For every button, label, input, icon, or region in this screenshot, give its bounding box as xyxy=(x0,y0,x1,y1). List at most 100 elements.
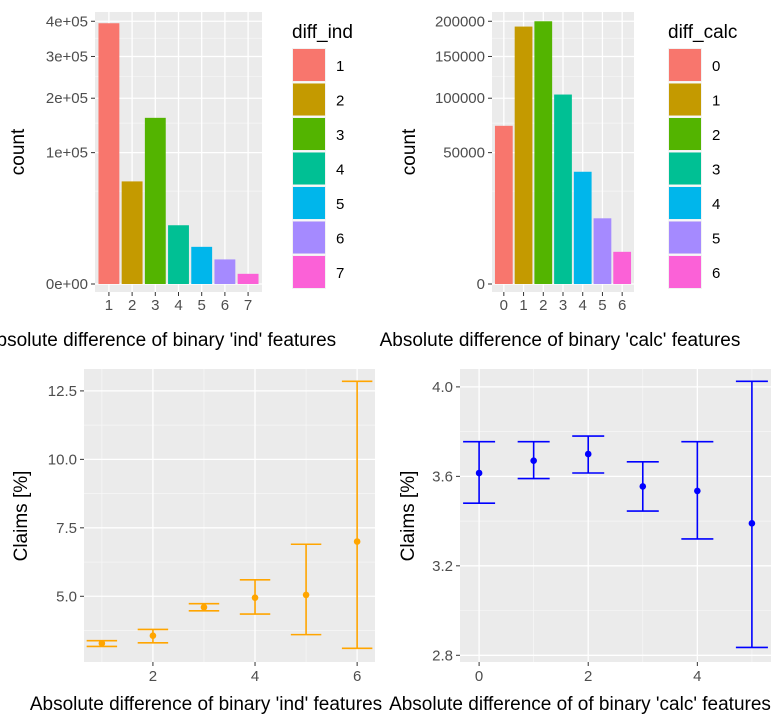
legend-label: 2 xyxy=(336,93,344,110)
y-tick-label: 3.2 xyxy=(432,558,453,575)
legend xyxy=(292,48,326,289)
point-1 xyxy=(98,640,106,647)
x-tick-label: 6 xyxy=(618,297,626,314)
y-tick-label: 200000 xyxy=(435,13,485,30)
errorbar-panel-1 xyxy=(80,369,375,666)
bar-2 xyxy=(534,21,553,285)
point-2 xyxy=(584,450,592,458)
legend-swatch-3 xyxy=(669,152,701,185)
x-tick-label: 5 xyxy=(198,297,206,314)
x-tick-label: 2 xyxy=(584,668,592,685)
legend-swatch-6 xyxy=(669,256,701,288)
legend-label: 6 xyxy=(712,265,720,282)
error-bar-5 xyxy=(290,543,322,636)
y-tick-label: 4e+05 xyxy=(46,13,88,30)
y-tick-label: 1e+05 xyxy=(46,145,88,162)
y-tick-label: 5.0 xyxy=(56,588,77,605)
legend-label: 3 xyxy=(712,162,720,179)
x-tick-label: 4 xyxy=(693,668,701,685)
error-bar-4 xyxy=(239,579,271,615)
error-bar-2 xyxy=(137,628,169,644)
error-bar-0 xyxy=(463,440,496,504)
point-6 xyxy=(353,538,361,545)
error-bar-3 xyxy=(188,602,220,612)
bar-3 xyxy=(554,94,572,284)
x-axis-title: Absolute difference of binary 'ind' feat… xyxy=(30,694,382,715)
error-bar-3 xyxy=(626,461,659,512)
error-bar-1 xyxy=(517,440,550,480)
legend-swatch-1 xyxy=(669,83,701,116)
legend-swatch-4 xyxy=(293,152,325,185)
legend-swatch-2 xyxy=(293,83,325,116)
x-tick-label: 6 xyxy=(221,297,229,314)
point-3 xyxy=(200,603,208,611)
legend-label: 0 xyxy=(712,58,720,75)
x-axis-title: Absolute difference of binary 'ind' feat… xyxy=(0,330,336,351)
legend-label: 1 xyxy=(712,93,720,110)
x-tick-label: 2 xyxy=(128,297,136,314)
legend-title: diff_calc xyxy=(668,22,737,43)
legend-label: 2 xyxy=(712,127,720,144)
bar-2 xyxy=(121,181,143,284)
x-tick-label: 1 xyxy=(105,297,113,314)
errorbar-panel-2 xyxy=(456,369,771,666)
y-axis-title: Claims [%] xyxy=(11,471,32,562)
legend-swatch-3 xyxy=(293,118,325,150)
bar-0 xyxy=(494,125,513,284)
bar-1 xyxy=(514,26,533,285)
error-bar-4 xyxy=(681,440,714,540)
legend-label: 4 xyxy=(712,196,720,213)
x-tick-label: 1 xyxy=(519,297,527,314)
y-tick-label: 7.5 xyxy=(56,520,77,537)
error-bar-1 xyxy=(86,639,118,648)
legend-label: 3 xyxy=(336,127,344,144)
error-bar-5 xyxy=(735,380,768,649)
point-0 xyxy=(475,469,483,477)
point-4 xyxy=(694,487,701,495)
bar-4 xyxy=(168,225,189,284)
y-tick-label: 10.0 xyxy=(48,451,77,468)
x-tick-label: 4 xyxy=(579,297,587,314)
x-tick-label: 2 xyxy=(149,668,157,685)
error-bar-6 xyxy=(341,380,373,650)
y-axis-title: Claims [%] xyxy=(398,471,419,562)
y-tick-label: 3e+05 xyxy=(46,48,88,65)
y-axis-title: count xyxy=(8,128,29,175)
bar-6 xyxy=(214,259,236,284)
bar-panel-2 xyxy=(488,12,702,296)
x-tick-label: 2 xyxy=(539,297,547,314)
point-5 xyxy=(302,591,310,599)
y-tick-label: 4.0 xyxy=(432,379,453,396)
legend-label: 1 xyxy=(336,58,344,75)
x-tick-label: 0 xyxy=(475,668,483,685)
legend-swatch-6 xyxy=(293,221,325,254)
y-tick-label: 2e+05 xyxy=(46,90,88,107)
x-tick-label: 5 xyxy=(598,297,606,314)
x-tick-label: 6 xyxy=(353,668,361,685)
legend-label: 5 xyxy=(712,231,720,248)
bar-7 xyxy=(237,273,259,284)
y-tick-label: 0e+00 xyxy=(46,276,88,293)
legend-swatch-7 xyxy=(293,256,325,288)
point-5 xyxy=(748,520,756,527)
y-tick-label: 100000 xyxy=(435,90,485,107)
point-2 xyxy=(149,632,157,640)
y-tick-label: 3.6 xyxy=(432,468,453,485)
y-axis-title: count xyxy=(399,128,420,175)
bar-panel-1 xyxy=(91,12,326,296)
point-4 xyxy=(251,594,259,601)
legend-swatch-1 xyxy=(293,49,325,81)
legend-swatch-5 xyxy=(669,221,701,254)
legend-swatch-2 xyxy=(669,118,701,150)
bar-3 xyxy=(144,117,166,284)
bar-5 xyxy=(191,246,213,284)
bar-4 xyxy=(573,171,592,284)
legend-swatch-0 xyxy=(669,49,701,81)
error-bar-2 xyxy=(572,435,605,474)
legend-label: 4 xyxy=(336,162,344,179)
legend xyxy=(668,48,702,289)
x-tick-label: 3 xyxy=(559,297,567,314)
y-tick-label: 12.5 xyxy=(48,383,77,400)
panel-background xyxy=(460,369,771,662)
